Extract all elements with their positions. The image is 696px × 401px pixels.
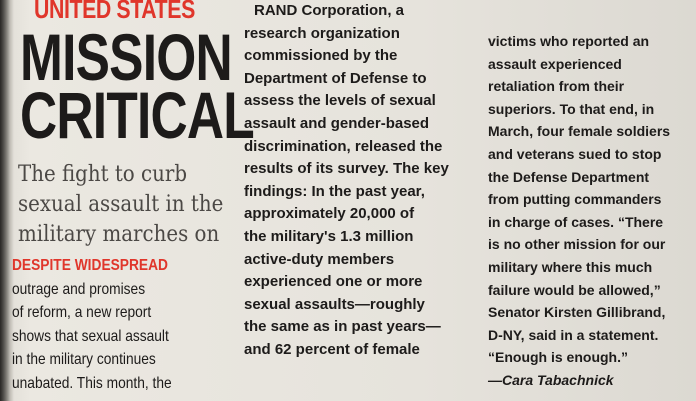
dek-line: military marches on — [18, 222, 220, 247]
body-line: approximately 20,000 of — [244, 205, 415, 223]
body-line: in the military continues — [12, 351, 156, 368]
headline-line-1: MISSION — [20, 20, 233, 94]
body-line: discrimination, released the — [244, 137, 443, 155]
body-line: from putting commanders — [488, 191, 662, 208]
body-line: failure would be allowed,” — [488, 281, 661, 298]
body-line: the same as in past years— — [244, 318, 441, 336]
body-line: unabated. This month, the — [12, 374, 172, 392]
body-column-2: RAND Corporation, a research organizatio… — [244, 0, 449, 362]
dek-line: The fight to curb — [18, 162, 188, 187]
body-line: victims who reported an — [488, 33, 650, 49]
body-column-3: victims who reported an assault experien… — [488, 30, 670, 392]
page-spine-shadow — [0, 0, 10, 401]
body-line: in charge of cases. “There — [488, 213, 664, 230]
body-line: RAND Corporation, a — [254, 2, 404, 19]
body-line: of reform, a new report — [12, 304, 152, 321]
body-line: assault experienced — [488, 55, 622, 72]
body-line: active-duty members — [244, 250, 395, 268]
byline: —Cara Tabachnick — [488, 371, 614, 388]
body-line: Department of Defense to — [244, 69, 427, 87]
body-line: shows that sexual assault — [12, 327, 169, 345]
lead-in: DESPITE WIDESPREAD — [12, 257, 168, 274]
body-line: commissioned by the — [244, 47, 398, 65]
body-line: outrage and promises — [12, 280, 146, 298]
body-line: retaliation from their — [488, 78, 625, 95]
body-line: assess the levels of sexual — [244, 92, 436, 110]
body-line: March, four female soldiers — [488, 123, 671, 140]
body-line: military where this much — [488, 258, 653, 275]
body-line: and 62 percent of female — [244, 340, 420, 358]
section-kicker: UNITED STATES — [34, 0, 195, 24]
body-line: “Enough is enough.” — [488, 349, 628, 366]
body-line: the Defense Department — [488, 168, 650, 185]
dek: The fight to curb sexual assault in the … — [18, 160, 230, 250]
body-line: D-NY, said in a statement. — [488, 326, 659, 343]
dek-line: sexual assault in the — [18, 192, 224, 217]
body-line: assault and gender-based — [244, 114, 430, 132]
body-line: research organization — [244, 24, 400, 42]
body-line: is no other mission for our — [488, 236, 666, 253]
body-line: the military's 1.3 million — [244, 227, 414, 245]
body-line: sexual assaults—roughly — [244, 295, 425, 313]
body-line: results of its survey. The key — [244, 160, 449, 178]
body-column-1: DESPITE WIDESPREAD outrage and promises … — [12, 254, 172, 395]
body-line: superiors. To that end, in — [488, 100, 655, 117]
body-line: findings: In the past year, — [244, 182, 425, 200]
body-line: Senator Kirsten Gillibrand, — [488, 304, 666, 321]
headline-line-2: CRITICAL — [20, 78, 255, 152]
body-line: experienced one or more — [244, 273, 423, 291]
body-line: and veterans sued to stop — [488, 145, 662, 162]
